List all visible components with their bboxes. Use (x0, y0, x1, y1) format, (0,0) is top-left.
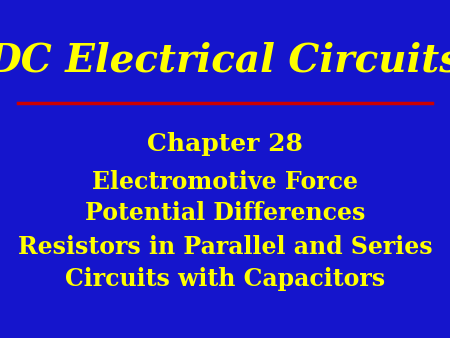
Text: Chapter 28: Chapter 28 (147, 131, 303, 156)
Text: Electromotive Force: Electromotive Force (92, 170, 358, 194)
Text: Resistors in Parallel and Series: Resistors in Parallel and Series (18, 235, 432, 260)
Text: Potential Differences: Potential Differences (85, 201, 365, 225)
Text: Circuits with Capacitors: Circuits with Capacitors (65, 267, 385, 291)
Text: DC Electrical Circuits: DC Electrical Circuits (0, 42, 450, 80)
